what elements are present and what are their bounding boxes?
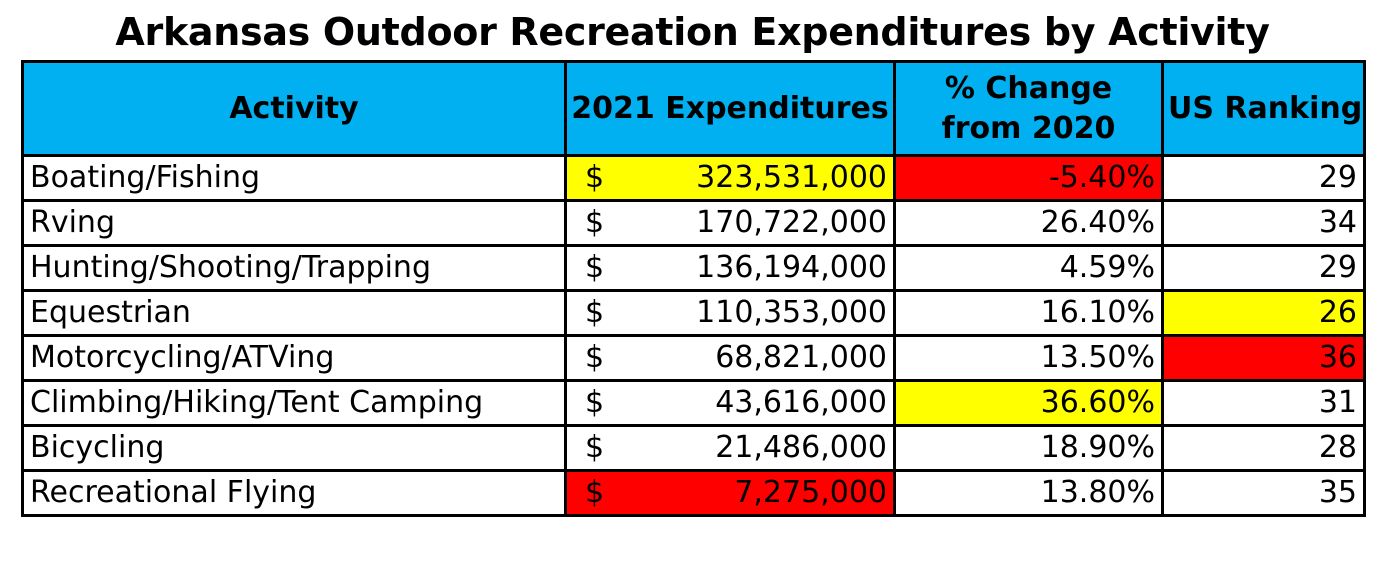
expenditures-cell: $136,194,000 — [564, 244, 896, 292]
header-expenditures: 2021 Expenditures — [564, 60, 896, 157]
currency-symbol: $ — [585, 475, 605, 510]
change-cell: 36.60% — [893, 379, 1164, 427]
table-body: Boating/Fishing $323,531,000 -5.40% 29 Rving… — [21, 154, 1366, 517]
table-row: Boating/Fishing $323,531,000 -5.40% 29 — [21, 154, 1366, 202]
expenditures-cell: $43,616,000 — [564, 379, 896, 427]
change-cell: 13.80% — [893, 469, 1164, 517]
currency-symbol: $ — [585, 250, 605, 285]
currency-symbol: $ — [585, 385, 605, 420]
activity-cell: Bicycling — [21, 424, 567, 472]
expenditures-cell: $110,353,000 — [564, 289, 896, 337]
table-row: Equestrian $110,353,000 16.10% 26 — [21, 289, 1366, 337]
expenditures-cell: $170,722,000 — [564, 199, 896, 247]
activity-cell: Boating/Fishing — [21, 154, 567, 202]
ranking-cell: 35 — [1161, 469, 1366, 517]
activity-cell: Hunting/Shooting/Trapping — [21, 244, 567, 292]
ranking-cell: 29 — [1161, 244, 1366, 292]
currency-symbol: $ — [585, 205, 605, 240]
expenditure-amount: 136,194,000 — [696, 250, 887, 285]
change-cell: -5.40% — [893, 154, 1164, 202]
change-cell: 26.40% — [893, 199, 1164, 247]
expenditure-amount: 43,616,000 — [715, 385, 887, 420]
table-row: Hunting/Shooting/Trapping $136,194,000 4.5… — [21, 244, 1366, 292]
ranking-cell: 31 — [1161, 379, 1366, 427]
table-row: Recreational Flying $7,275,000 13.80% 35 — [21, 469, 1366, 517]
activity-cell: Recreational Flying — [21, 469, 567, 517]
header-ranking: US Ranking — [1161, 60, 1366, 157]
change-cell: 18.90% — [893, 424, 1164, 472]
expenditure-amount: 68,821,000 — [715, 340, 887, 375]
expenditure-amount: 110,353,000 — [696, 295, 887, 330]
header-row: Activity 2021 Expenditures % Change from… — [21, 60, 1366, 157]
ranking-cell: 36 — [1161, 334, 1366, 382]
change-cell: 16.10% — [893, 289, 1164, 337]
currency-symbol: $ — [585, 295, 605, 330]
expenditure-amount: 170,722,000 — [696, 205, 887, 240]
expenditure-amount: 7,275,000 — [734, 475, 887, 510]
activity-cell: Motorcycling/ATVing — [21, 334, 567, 382]
table-title: Arkansas Outdoor Recreation Expenditures… — [115, 10, 1270, 54]
currency-symbol: $ — [585, 160, 605, 195]
expenditures-table: Activity 2021 Expenditures % Change from… — [21, 60, 1366, 517]
activity-cell: Rving — [21, 199, 567, 247]
expenditure-amount: 323,531,000 — [696, 160, 887, 195]
change-cell: 13.50% — [893, 334, 1164, 382]
currency-symbol: $ — [585, 430, 605, 465]
table-row: Rving $170,722,000 26.40% 34 — [21, 199, 1366, 247]
ranking-cell: 26 — [1161, 289, 1366, 337]
table-row: Climbing/Hiking/Tent Camping $43,616,000 3… — [21, 379, 1366, 427]
activity-cell: Equestrian — [21, 289, 567, 337]
table-row: Motorcycling/ATVing $68,821,000 13.50% 36 — [21, 334, 1366, 382]
expenditure-amount: 21,486,000 — [715, 430, 887, 465]
table-row: Bicycling $21,486,000 18.90% 28 — [21, 424, 1366, 472]
header-activity: Activity — [21, 60, 567, 157]
header-change: % Change from 2020 — [893, 60, 1164, 157]
ranking-cell: 28 — [1161, 424, 1366, 472]
expenditures-cell: $21,486,000 — [564, 424, 896, 472]
expenditures-cell: $68,821,000 — [564, 334, 896, 382]
expenditures-cell: $7,275,000 — [564, 469, 896, 517]
currency-symbol: $ — [585, 340, 605, 375]
expenditures-cell: $323,531,000 — [564, 154, 896, 202]
ranking-cell: 29 — [1161, 154, 1366, 202]
change-cell: 4.59% — [893, 244, 1164, 292]
ranking-cell: 34 — [1161, 199, 1366, 247]
activity-cell: Climbing/Hiking/Tent Camping — [21, 379, 567, 427]
